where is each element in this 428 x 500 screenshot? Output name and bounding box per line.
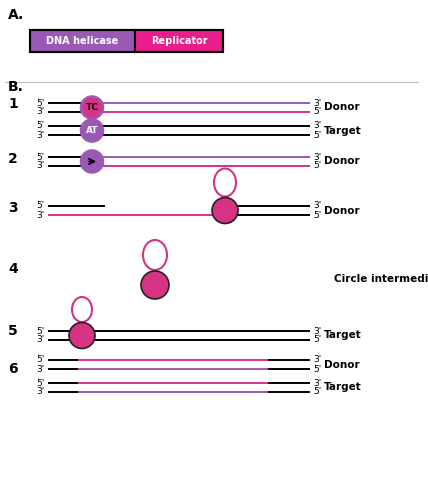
Text: B.: B. — [8, 80, 24, 94]
Text: 3': 3' — [37, 388, 45, 396]
Text: 4: 4 — [8, 262, 18, 276]
Text: 3': 3' — [37, 210, 45, 220]
Text: 3': 3' — [313, 326, 321, 336]
Text: 3': 3' — [37, 108, 45, 116]
Text: 5': 5' — [313, 388, 321, 396]
Bar — [30, 30, 223, 52]
Text: 3': 3' — [37, 130, 45, 140]
Text: 3': 3' — [313, 378, 321, 388]
Text: Donor: Donor — [324, 156, 360, 166]
Text: Target: Target — [324, 382, 362, 392]
Text: A.: A. — [8, 8, 24, 22]
Text: 3': 3' — [37, 364, 45, 374]
Text: 5': 5' — [313, 130, 321, 140]
Text: Donor: Donor — [324, 206, 360, 216]
Text: 5': 5' — [313, 162, 321, 170]
Text: 5': 5' — [313, 364, 321, 374]
Text: 3': 3' — [37, 162, 45, 170]
Text: 3': 3' — [313, 356, 321, 364]
Text: Donor: Donor — [324, 102, 360, 113]
Bar — [135, 30, 223, 52]
Text: 3': 3' — [313, 152, 321, 162]
Text: DNA helicase: DNA helicase — [46, 36, 119, 46]
Text: 3: 3 — [8, 201, 18, 215]
Text: 5': 5' — [37, 202, 45, 210]
Text: 5': 5' — [37, 326, 45, 336]
Text: AT: AT — [86, 126, 98, 135]
Text: 3': 3' — [37, 336, 45, 344]
Circle shape — [69, 322, 95, 348]
Text: 3': 3' — [313, 122, 321, 130]
Text: Circle intermediate: Circle intermediate — [334, 274, 428, 284]
Text: Target: Target — [324, 330, 362, 340]
Circle shape — [81, 120, 103, 142]
Text: 5': 5' — [313, 210, 321, 220]
Text: Target: Target — [324, 126, 362, 136]
Text: 5': 5' — [37, 122, 45, 130]
Text: 5: 5 — [8, 324, 18, 338]
Text: TC: TC — [86, 103, 98, 112]
Circle shape — [81, 96, 103, 118]
Text: 2: 2 — [8, 152, 18, 166]
Text: Donor: Donor — [324, 360, 360, 370]
Text: 5': 5' — [313, 108, 321, 116]
Text: 3': 3' — [313, 98, 321, 108]
Circle shape — [81, 150, 103, 172]
Text: 5': 5' — [313, 336, 321, 344]
Text: 6: 6 — [8, 362, 18, 376]
Text: 1: 1 — [8, 97, 18, 111]
Circle shape — [141, 271, 169, 299]
Bar — [30, 30, 135, 52]
Text: 5': 5' — [37, 378, 45, 388]
Text: Replicator: Replicator — [151, 36, 207, 46]
Text: 5': 5' — [37, 152, 45, 162]
Circle shape — [212, 198, 238, 224]
Text: 5': 5' — [37, 98, 45, 108]
Text: 5': 5' — [37, 356, 45, 364]
Text: 3': 3' — [313, 202, 321, 210]
